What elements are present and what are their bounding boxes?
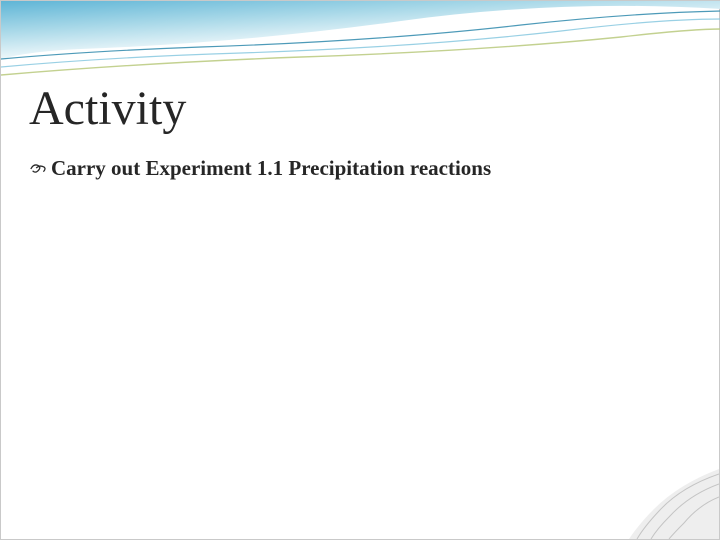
bullet-item: Carry out Experiment 1.1 Precipitation r… <box>29 156 491 181</box>
flourish-bullet-icon <box>29 160 47 178</box>
corner-decoration <box>609 449 719 539</box>
header-wave-decoration <box>1 1 720 91</box>
slide: Activity Carry out Experiment 1.1 Precip… <box>0 0 720 540</box>
slide-title: Activity <box>29 81 186 136</box>
bullet-text: Carry out Experiment 1.1 Precipitation r… <box>51 156 491 181</box>
